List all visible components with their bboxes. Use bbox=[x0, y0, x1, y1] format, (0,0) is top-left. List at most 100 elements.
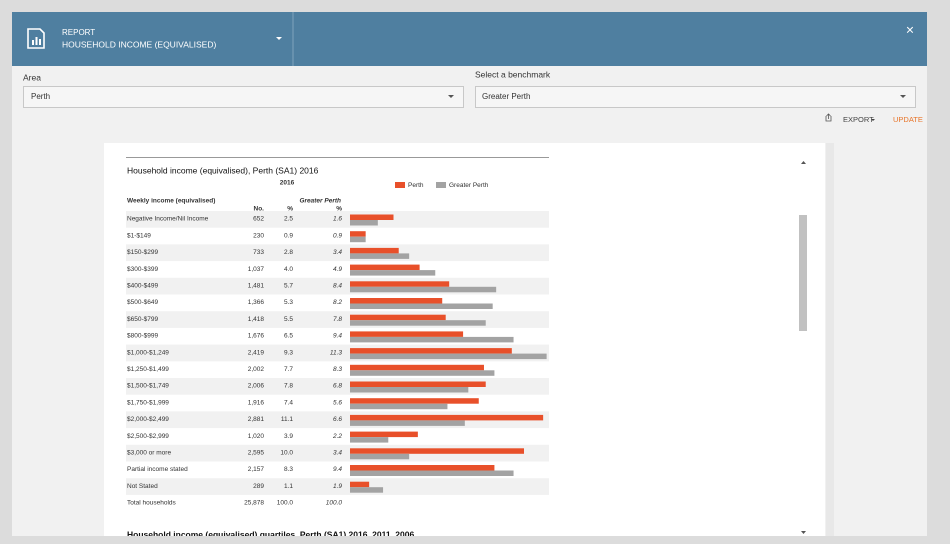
perth-bar bbox=[350, 331, 464, 337]
row-label: Not Stated bbox=[127, 483, 158, 490]
header-title: HOUSEHOLD INCOME (EQUIVALISED) bbox=[62, 39, 216, 49]
area-select[interactable] bbox=[23, 86, 464, 108]
area-caret bbox=[448, 95, 454, 98]
benchmark-select[interactable] bbox=[475, 86, 916, 108]
row-pct: 11.1 bbox=[281, 416, 294, 423]
row-pct: 1.1 bbox=[284, 483, 293, 490]
perth-bar bbox=[350, 431, 418, 438]
benchmark-bar bbox=[350, 420, 465, 426]
row-label: $3,000 or more bbox=[127, 450, 171, 457]
next-title: Household income (equivalised) quartiles… bbox=[127, 529, 414, 539]
column-header: Weekly income (equivalised) bbox=[127, 198, 215, 205]
row-count: 1,366 bbox=[248, 299, 265, 306]
benchmark-value: Greater Perth bbox=[482, 92, 530, 101]
row-label: $1-$149 bbox=[127, 232, 151, 239]
row-pct: 3.9 bbox=[284, 433, 293, 440]
modal-header bbox=[12, 12, 927, 66]
row-label: $500-$649 bbox=[127, 299, 158, 306]
legend-swatch bbox=[436, 182, 446, 188]
row-label: $800-$999 bbox=[127, 333, 158, 340]
scrollbar-thumb[interactable] bbox=[799, 215, 807, 331]
row-count: 1,037 bbox=[248, 266, 265, 273]
row-label: Negative Income/Nil Income bbox=[127, 216, 209, 223]
perth-bar bbox=[350, 348, 512, 354]
row-label: $1,750-$1,999 bbox=[127, 399, 169, 406]
benchmark-bar bbox=[350, 270, 436, 276]
scroll-up[interactable] bbox=[801, 161, 806, 164]
row-pct: 0.9 bbox=[284, 232, 293, 239]
benchmark-bar bbox=[350, 336, 514, 343]
row-shade bbox=[126, 211, 549, 228]
row-benchmark-pct: 8.3 bbox=[333, 366, 342, 373]
row-count: 1,676 bbox=[248, 333, 265, 340]
row-pct: 5.5 bbox=[284, 316, 293, 323]
row-count: 2,419 bbox=[248, 349, 265, 356]
benchmark-bar bbox=[350, 286, 497, 293]
row-count: 25,878 bbox=[244, 500, 264, 507]
benchmark-bar bbox=[350, 470, 514, 476]
row-benchmark-pct: 9.4 bbox=[333, 466, 342, 473]
benchmark-bar bbox=[350, 253, 410, 259]
row-benchmark-pct: 100.0 bbox=[326, 500, 343, 507]
row-count: 2,881 bbox=[248, 416, 265, 423]
row-label: Partial income stated bbox=[127, 466, 188, 473]
row-count: 2,595 bbox=[248, 450, 265, 457]
perth-bar bbox=[350, 281, 450, 287]
row-pct: 9.3 bbox=[284, 349, 293, 356]
perth-bar bbox=[350, 314, 446, 321]
row-shade bbox=[126, 244, 549, 262]
export-caret bbox=[871, 119, 875, 121]
report-icon bbox=[27, 28, 45, 49]
row-benchmark-pct: 3.4 bbox=[333, 249, 342, 256]
row-benchmark-pct: 8.2 bbox=[333, 299, 342, 306]
benchmark-bar bbox=[350, 320, 486, 326]
row-pct: 100.0 bbox=[277, 500, 294, 507]
row-benchmark-pct: 11.3 bbox=[330, 349, 343, 356]
row-count: 1,020 bbox=[248, 433, 265, 440]
benchmark-caret bbox=[900, 95, 906, 98]
row-pct: 5.3 bbox=[284, 299, 293, 306]
perth-bar bbox=[350, 381, 486, 387]
row-count: 2,157 bbox=[248, 466, 265, 473]
row-count: 289 bbox=[253, 483, 264, 490]
row-count: 1,481 bbox=[248, 283, 265, 290]
export-button[interactable]: EXPORT bbox=[843, 115, 874, 124]
close-button[interactable]: × bbox=[906, 22, 914, 38]
area-value: Perth bbox=[31, 92, 50, 101]
row-pct: 8.3 bbox=[284, 466, 293, 473]
perth-bar bbox=[350, 398, 479, 404]
perth-bar bbox=[350, 481, 370, 488]
benchmark-bar bbox=[350, 236, 366, 243]
report-title: Household income (equivalised), Perth (S… bbox=[127, 165, 319, 175]
outer-scrollbar[interactable] bbox=[826, 143, 834, 536]
row-benchmark-pct: 6.8 bbox=[333, 383, 342, 390]
row-benchmark-pct: 0.9 bbox=[333, 232, 342, 239]
header-caret[interactable] bbox=[276, 37, 282, 40]
update-button[interactable]: UPDATE bbox=[893, 115, 923, 124]
perth-bar bbox=[350, 414, 544, 421]
benchmark-bar bbox=[350, 453, 410, 460]
benchmark-bar bbox=[350, 303, 493, 309]
row-label: $650-$799 bbox=[127, 316, 158, 323]
map-strip bbox=[0, 536, 950, 544]
row-label: $1,000-$1,249 bbox=[127, 349, 169, 356]
row-pct: 4.0 bbox=[284, 266, 293, 273]
row-pct: 5.7 bbox=[284, 283, 293, 290]
benchmark-bar bbox=[350, 220, 378, 226]
perth-bar bbox=[350, 465, 495, 471]
row-count: 652 bbox=[253, 216, 264, 223]
benchmark-bar bbox=[350, 403, 448, 410]
row-label: $400-$499 bbox=[127, 283, 158, 290]
scroll-down[interactable] bbox=[801, 531, 806, 534]
pct-header: % bbox=[287, 206, 293, 213]
row-label: $1,250-$1,499 bbox=[127, 366, 169, 373]
row-benchmark-pct: 6.6 bbox=[333, 416, 342, 423]
row-pct: 7.7 bbox=[284, 366, 293, 373]
row-benchmark-pct: 7.8 bbox=[333, 316, 342, 323]
legend-label: Perth bbox=[408, 182, 424, 189]
row-count: 2,002 bbox=[248, 366, 265, 373]
export-icon bbox=[825, 113, 832, 122]
benchmark-bar bbox=[350, 387, 469, 393]
row-pct: 6.5 bbox=[284, 333, 293, 340]
